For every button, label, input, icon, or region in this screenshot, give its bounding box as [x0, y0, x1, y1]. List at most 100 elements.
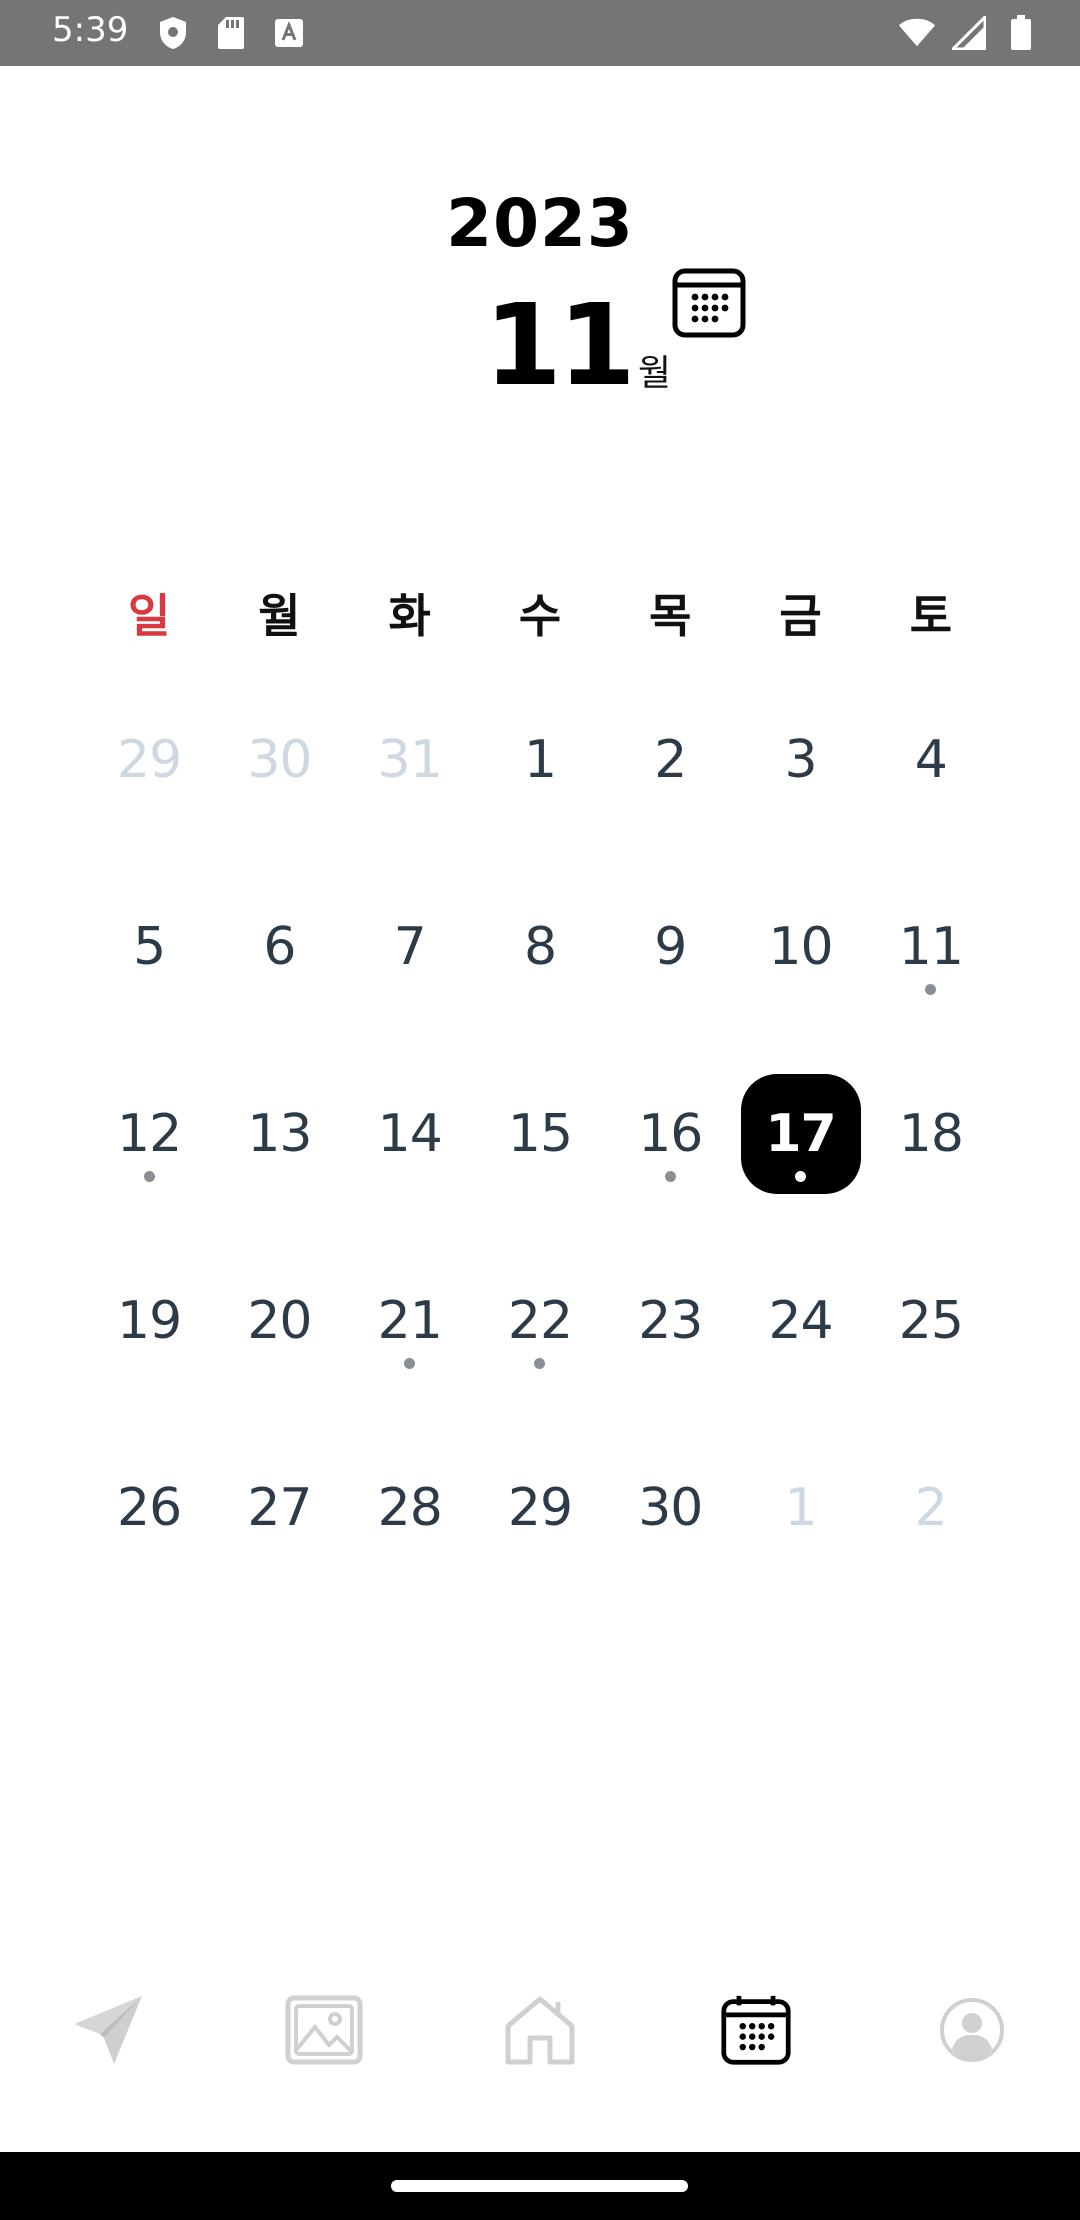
sd-card-icon: [212, 14, 250, 52]
day-cell: 22: [480, 1261, 600, 1381]
nav-gallery[interactable]: [216, 1960, 432, 2100]
calendar-picker-button[interactable]: [670, 262, 748, 340]
day-number: 7: [393, 917, 427, 977]
weekday-tue: 화: [388, 589, 431, 643]
calendar-day[interactable]: 9: [605, 887, 735, 1074]
status-icons-left: [154, 14, 308, 52]
day-cell: 5: [89, 887, 209, 1007]
calendar-day[interactable]: 14: [345, 1074, 475, 1261]
weekday-sun: 일: [127, 589, 171, 643]
calendar-day[interactable]: 30: [214, 700, 344, 887]
calendar-day[interactable]: 20: [214, 1261, 344, 1448]
weekday-mon: 월: [258, 589, 301, 643]
day-number: 9: [654, 917, 687, 977]
profile-icon: [940, 1998, 1004, 2062]
event-dot: [143, 1171, 155, 1182]
day-cell: 14: [350, 1074, 470, 1194]
weekday-thu: 목: [649, 589, 692, 643]
calendar-day[interactable]: 28: [345, 1448, 475, 1635]
day-number: 13: [247, 1104, 312, 1164]
event-dot: [664, 1171, 676, 1182]
day-number: 10: [768, 917, 833, 977]
calendar-day[interactable]: 1: [735, 1448, 865, 1635]
nav-home[interactable]: [432, 1960, 648, 2100]
calendar-day[interactable]: 29: [475, 1448, 605, 1635]
day-cell: 20: [219, 1261, 339, 1381]
calendar-day[interactable]: 8: [475, 887, 605, 1074]
day-cell: 17: [740, 1074, 861, 1194]
day-number: 21: [377, 1291, 443, 1351]
day-number: 20: [247, 1291, 312, 1351]
bottom-nav: [0, 1960, 1080, 2100]
calendar-day[interactable]: 2: [605, 700, 735, 887]
calendar-day[interactable]: 29: [84, 700, 214, 887]
calendar-day[interactable]: 30: [605, 1448, 735, 1635]
calendar-day[interactable]: 18: [866, 1074, 996, 1261]
calendar-day[interactable]: 21: [345, 1261, 475, 1448]
weekday-wed: 수: [518, 589, 562, 643]
day-number: 23: [638, 1291, 703, 1351]
weekday-fri: 금: [779, 589, 822, 643]
nav-calendar[interactable]: [648, 1960, 864, 2100]
calendar-day[interactable]: 27: [214, 1448, 344, 1635]
home-gesture-pill[interactable]: [391, 2180, 688, 2192]
calendar-day[interactable]: 16: [605, 1074, 735, 1261]
calendar-day[interactable]: 4: [866, 700, 996, 887]
day-cell: 4: [871, 700, 991, 820]
day-cell: 1: [741, 1448, 861, 1568]
day-number: 14: [377, 1104, 443, 1164]
status-icons-right: [898, 14, 1040, 52]
calendar-day[interactable]: 3: [735, 700, 865, 887]
calendar-day[interactable]: 31: [345, 700, 475, 887]
day-number: 25: [898, 1291, 964, 1351]
nav-send[interactable]: [0, 1960, 216, 2100]
day-number: 15: [507, 1104, 573, 1164]
day-number: 31: [377, 730, 443, 790]
status-bar: 5:39: [0, 0, 1080, 66]
calendar-icon: [721, 1995, 791, 2065]
day-number: 18: [898, 1104, 964, 1164]
calendar-day[interactable]: 5: [84, 887, 214, 1074]
calendar-day[interactable]: 23: [605, 1261, 735, 1448]
event-dot: [534, 1358, 546, 1369]
calendar-day[interactable]: 13: [214, 1074, 344, 1261]
day-cell: 30: [219, 700, 339, 820]
status-time: 5:39: [52, 10, 129, 50]
day-number: 30: [247, 730, 312, 790]
day-number: 4: [914, 730, 948, 790]
calendar-day[interactable]: 10: [735, 887, 865, 1074]
calendar-day[interactable]: 11: [866, 887, 996, 1074]
calendar-grid: 29 30 31 1 2 3 4 5 6 7 8 9 10 11 12 13 14 15 16 17 18 19 20 21 2…: [84, 700, 996, 1635]
system-nav-bar: [0, 2152, 1080, 2220]
day-number: 8: [523, 917, 557, 977]
nav-profile[interactable]: [864, 1960, 1080, 2100]
day-cell: 13: [219, 1074, 339, 1194]
calendar-day[interactable]: 24: [735, 1261, 865, 1448]
day-number: 29: [117, 730, 182, 790]
day-cell: 18: [871, 1074, 991, 1194]
calendar-day[interactable]: 6: [214, 887, 344, 1074]
signal-icon: [950, 14, 988, 52]
calendar-day[interactable]: 1: [475, 700, 605, 887]
day-number: 24: [768, 1291, 833, 1351]
day-cell: 23: [610, 1261, 730, 1381]
calendar-day[interactable]: 19: [84, 1261, 214, 1448]
calendar-day[interactable]: 22: [475, 1261, 605, 1448]
day-number: 5: [133, 917, 166, 977]
day-cell: 11: [871, 887, 991, 1007]
calendar-day-selected[interactable]: 17: [735, 1074, 865, 1261]
day-number: 11: [898, 917, 964, 977]
day-cell: 29: [480, 1448, 600, 1568]
calendar-day[interactable]: 15: [475, 1074, 605, 1261]
day-cell: 29: [89, 700, 209, 820]
calendar-day[interactable]: 26: [84, 1448, 214, 1635]
calendar-day[interactable]: 25: [866, 1261, 996, 1448]
day-cell: 1: [480, 700, 600, 820]
weekday-sat: 토: [909, 589, 953, 643]
calendar-day[interactable]: 7: [345, 887, 475, 1074]
calendar-day[interactable]: 2: [866, 1448, 996, 1635]
day-cell: 25: [871, 1261, 991, 1381]
calendar-day[interactable]: 12: [84, 1074, 214, 1261]
month-label: 11 월: [484, 290, 671, 402]
day-cell: 8: [480, 887, 600, 1007]
